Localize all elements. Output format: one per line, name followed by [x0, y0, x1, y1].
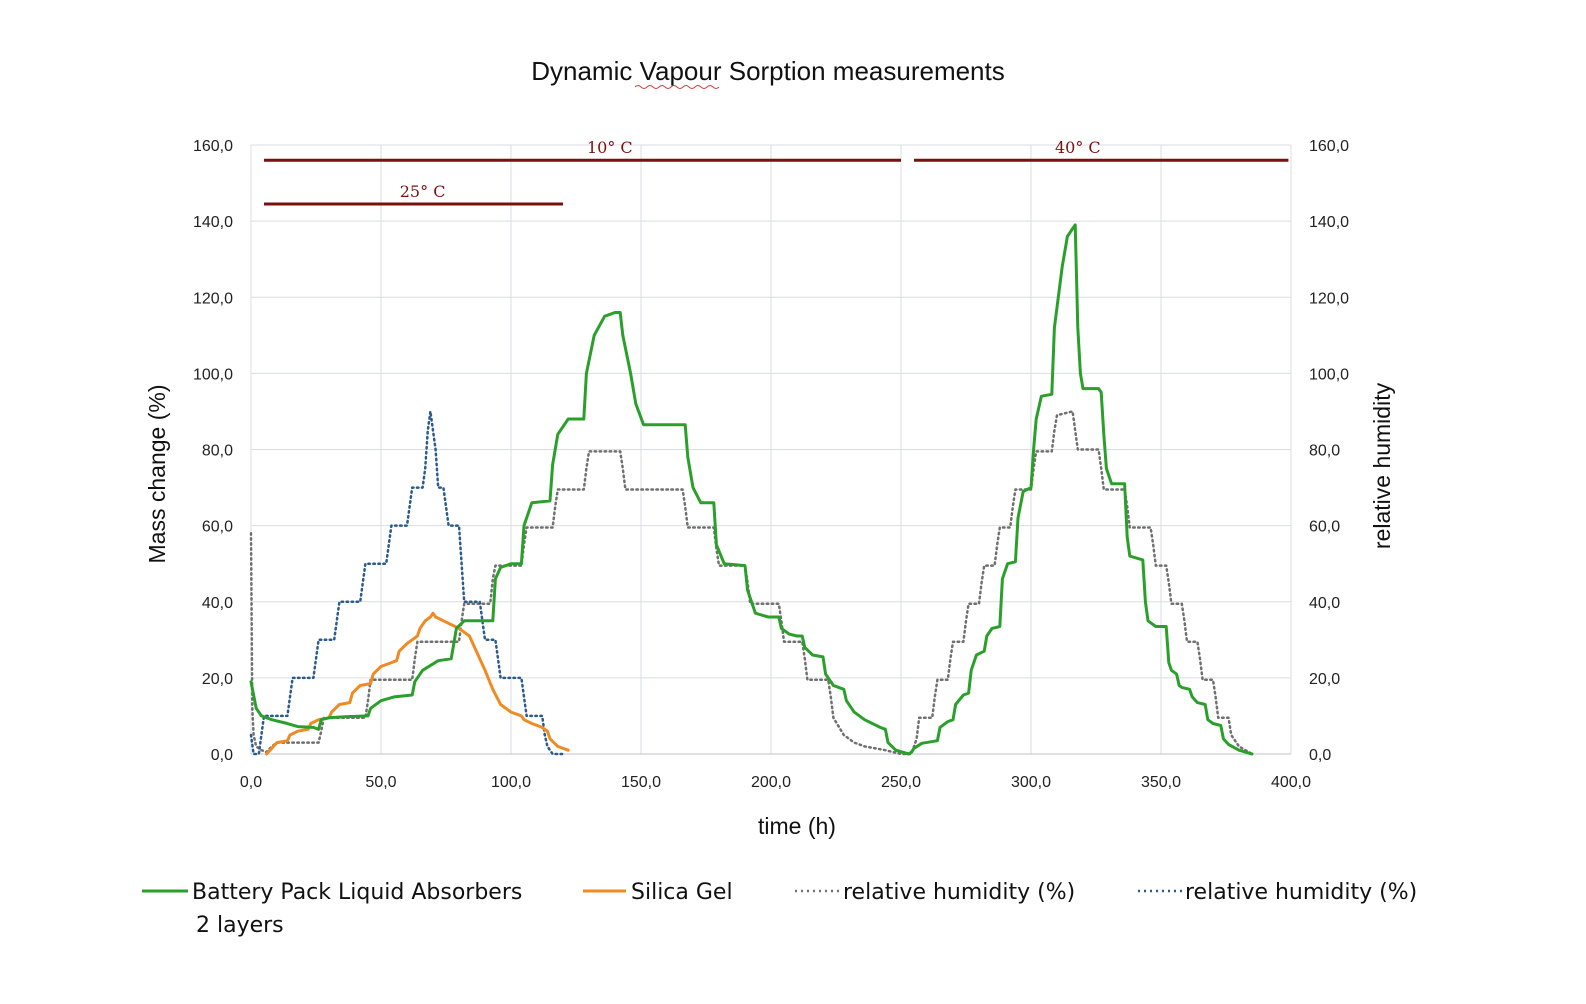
x-axis-label: time (h): [758, 813, 836, 839]
legend-label-silica: Silica Gel: [631, 880, 733, 905]
legend-label-rh-blue: relative humidity (%): [1185, 880, 1417, 905]
series-line-1: [265, 611, 570, 756]
legend-label-battery-line2: 2 layers: [196, 913, 284, 938]
y-axis: 0,0 20,0 40,0 60,0 80,0 100,0 120,0 140,0 160,0: [193, 138, 233, 764]
y-tick-label: 40,0: [202, 595, 233, 612]
series-line-0: [249, 223, 1254, 756]
y-tick-label: 20,0: [202, 671, 233, 688]
y2-tick-label: 140,0: [1309, 214, 1349, 231]
y-tick-label: 100,0: [193, 366, 233, 383]
x-tick-label: 300,0: [1011, 774, 1051, 791]
y2-tick-label: 60,0: [1309, 519, 1340, 536]
x-tick-label: 350,0: [1141, 774, 1181, 791]
y2-tick-label: 100,0: [1309, 366, 1349, 383]
x-tick-label: 250,0: [881, 774, 921, 791]
y2-tick-label: 120,0: [1309, 290, 1349, 307]
y-tick-label: 120,0: [193, 290, 233, 307]
x-axis: 0,0 50,0 100,0 150,0 200,0 250,0 300,0 350,0 400…: [240, 774, 1311, 791]
y-tick-label: 160,0: [193, 138, 233, 155]
x-tick-label: 100,0: [491, 774, 531, 791]
y-tick-label: 140,0: [193, 214, 233, 231]
temperature-band-label: 40° C: [1055, 138, 1101, 157]
legend-label-battery: Battery Pack Liquid Absorbers: [192, 880, 522, 905]
x-tick-label: 0,0: [240, 774, 262, 791]
y-axis-label: Mass change (%): [144, 385, 170, 564]
chart-title: Dynamic Vapour Sorption measurements: [531, 56, 1005, 86]
spellcheck-underline: [634, 85, 720, 89]
y2-tick-label: 20,0: [1309, 671, 1340, 688]
x-tick-label: 150,0: [621, 774, 661, 791]
y-tick-label: 60,0: [202, 519, 233, 536]
legend: Battery Pack Liquid Absorbers 2 layers S…: [142, 880, 1417, 938]
y2-axis-label: relative humidity: [1369, 382, 1395, 549]
series-group: [249, 223, 1254, 756]
x-tick-label: 200,0: [751, 774, 791, 791]
x-tick-label: 50,0: [365, 774, 396, 791]
temperature-bands: 10° C 40° C 25° C: [264, 138, 1289, 206]
y-tick-label: 0,0: [211, 747, 233, 764]
temperature-band-label: 25° C: [400, 182, 446, 201]
y2-tick-label: 40,0: [1309, 595, 1340, 612]
y2-tick-label: 80,0: [1309, 443, 1340, 460]
y2-axis: 0,0 20,0 40,0 60,0 80,0 100,0 120,0 140,0 160,0: [1309, 138, 1349, 764]
x-tick-label: 400,0: [1271, 774, 1311, 791]
y2-tick-label: 160,0: [1309, 138, 1349, 155]
series-line-2: [249, 410, 1254, 756]
series-line-3: [249, 410, 565, 756]
y2-tick-label: 0,0: [1309, 747, 1331, 764]
legend-label-rh-grey: relative humidity (%): [843, 880, 1075, 905]
grid: [250, 144, 1292, 755]
temperature-band-label: 10° C: [587, 138, 633, 157]
y-tick-label: 80,0: [202, 443, 233, 460]
